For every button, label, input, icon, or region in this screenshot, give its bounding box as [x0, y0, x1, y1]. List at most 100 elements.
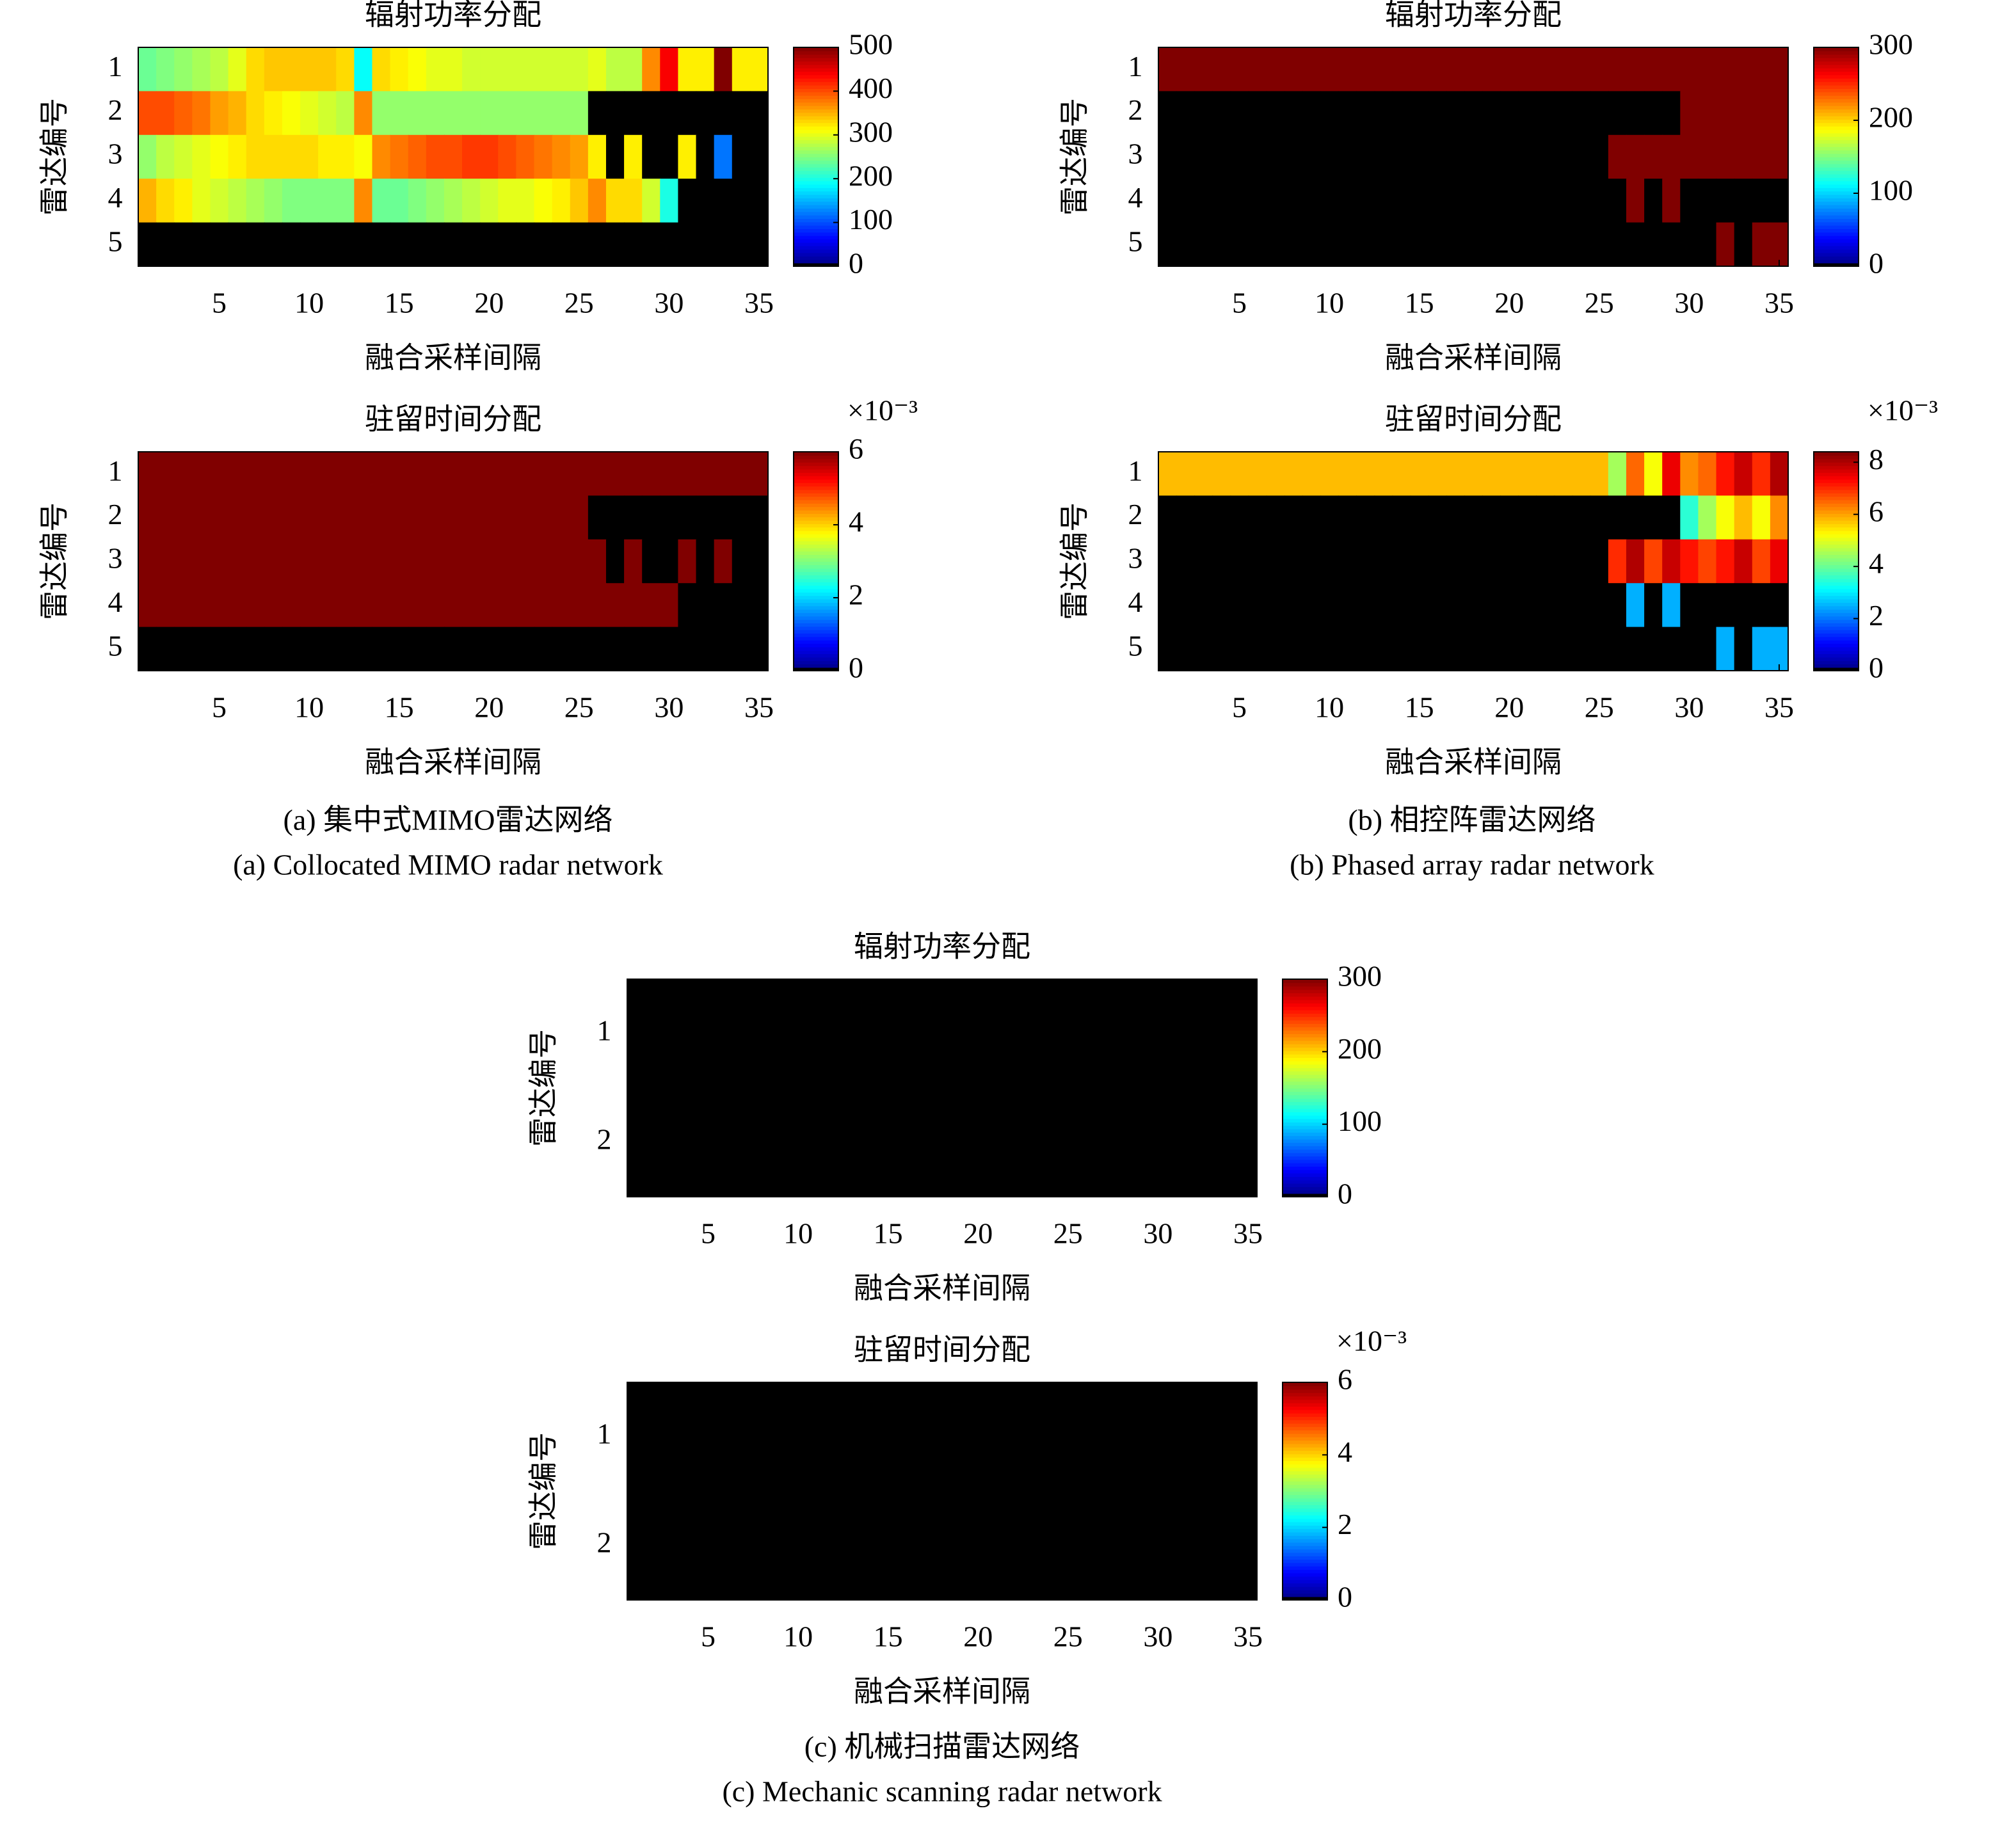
- colorbar-strip: [1283, 1159, 1327, 1163]
- x-axis-label: 融合采样间隔: [365, 746, 541, 779]
- heat-cell: [1752, 495, 1771, 540]
- colorbar-strip: [794, 585, 838, 589]
- x-axis-label: 融合采样间隔: [1385, 342, 1562, 374]
- heat-cell: [1248, 222, 1267, 267]
- colorbar-strip: [1814, 47, 1859, 52]
- colorbar-strip: [794, 465, 838, 470]
- colorbar-strip: [1283, 1043, 1327, 1048]
- colorbar-tick-label: 300: [1869, 28, 1913, 61]
- colorbar-strip: [1814, 509, 1859, 514]
- heat-cell: [138, 179, 157, 223]
- heat-cell: [660, 222, 679, 267]
- heat-cell: [897, 1088, 916, 1197]
- colorbar-strip: [1814, 115, 1859, 120]
- heat-cell: [1059, 979, 1078, 1089]
- colorbar-strip: [1283, 1183, 1327, 1187]
- colorbar-strip: [1283, 1162, 1327, 1167]
- heat-cell: [1644, 134, 1663, 179]
- heat-cell: [645, 979, 664, 1089]
- colorbar-strip: [1814, 598, 1859, 603]
- heat-cell: [1212, 47, 1231, 92]
- colorbar-strip: [794, 619, 838, 623]
- heat-cell: [1554, 179, 1573, 223]
- heat-cell: [1464, 91, 1483, 136]
- heat-cell: [624, 627, 643, 671]
- heat-cell: [462, 583, 481, 628]
- heat-cell: [915, 1491, 934, 1601]
- colorbar-strip: [1283, 1091, 1327, 1096]
- heat-cell: [426, 627, 445, 671]
- heat-cell: [318, 452, 337, 497]
- colorbar-strip: [794, 557, 838, 562]
- heat-cell: [605, 222, 625, 267]
- colorbar-strip: [1283, 1528, 1327, 1533]
- heat-cell: [1554, 134, 1573, 179]
- colorbar-strip: [794, 201, 838, 205]
- colorbar-strip: [794, 99, 838, 103]
- heat-cell: [678, 495, 697, 540]
- heat-cell: [1464, 627, 1483, 671]
- heat-cell: [1716, 452, 1735, 497]
- heat-cell: [642, 539, 661, 584]
- heat-cell: [300, 47, 319, 92]
- heat-cell: [1662, 495, 1681, 540]
- heat-cell: [717, 1382, 736, 1492]
- heat-cell: [735, 979, 754, 1089]
- heat-cell: [444, 91, 463, 136]
- y-axis-label: 雷达编号: [1059, 502, 1091, 620]
- heat-cell: [932, 979, 952, 1089]
- heat-cell: [1482, 134, 1501, 179]
- heat-cell: [1536, 539, 1555, 584]
- colorbar-strip: [794, 170, 838, 175]
- x-tick-label: 30: [1674, 287, 1704, 319]
- colorbar-strip: [794, 564, 838, 569]
- heat-cell: [1302, 222, 1321, 267]
- colorbar-tick-label: 300: [1338, 960, 1382, 993]
- heat-cell: [1590, 452, 1609, 497]
- heat-cell: [1158, 452, 1177, 497]
- heat-cell: [192, 583, 211, 628]
- heat-cell: [1698, 179, 1717, 223]
- caption-en: (b) Phased array radar network: [1290, 849, 1654, 881]
- colorbar-strip: [1814, 616, 1859, 620]
- y-tick-label: 1: [1128, 50, 1143, 83]
- heat-cell: [1158, 539, 1177, 584]
- x-tick-label: 35: [1233, 1217, 1263, 1250]
- heat-cell: [1094, 1382, 1114, 1492]
- heat-cell: [753, 1491, 772, 1601]
- colorbar-strip: [794, 496, 838, 500]
- heat-cell: [681, 1088, 700, 1197]
- heat-cell: [969, 1088, 988, 1197]
- colorbar-strip: [794, 92, 838, 96]
- colorbar-strip: [1283, 1491, 1327, 1496]
- heat-cell: [318, 627, 337, 671]
- heat-cell: [264, 539, 283, 584]
- heat-cell: [390, 91, 409, 136]
- heat-cell: [1518, 222, 1537, 267]
- heat-cell: [1410, 179, 1429, 223]
- heat-cell: [861, 1382, 880, 1492]
- heat-cell: [1734, 91, 1753, 136]
- heat-cell: [1338, 134, 1357, 179]
- colorbar-strip: [1283, 1576, 1327, 1580]
- colorbar-strip: [1814, 109, 1859, 113]
- heat-cell: [1680, 452, 1699, 497]
- heat-cell: [1374, 627, 1393, 671]
- heat-cell: [588, 627, 607, 671]
- colorbar-strip: [1283, 1467, 1327, 1471]
- heat-cell: [192, 179, 211, 223]
- heat-cell: [1212, 583, 1231, 628]
- colorbar-strip: [1814, 455, 1859, 459]
- heat-cell: [1266, 452, 1285, 497]
- heat-cell: [1194, 91, 1213, 136]
- heat-cell: [1320, 47, 1339, 92]
- heat-cell: [663, 979, 682, 1089]
- colorbar-strip: [794, 132, 838, 137]
- colorbar-strip: [1283, 1037, 1327, 1041]
- heat-cell: [1734, 222, 1753, 267]
- heat-cell: [1410, 539, 1429, 584]
- heat-cell: [516, 495, 535, 540]
- colorbar-strip: [1283, 1525, 1327, 1530]
- colorbar-strip: [794, 527, 838, 531]
- heat-cell: [372, 179, 391, 223]
